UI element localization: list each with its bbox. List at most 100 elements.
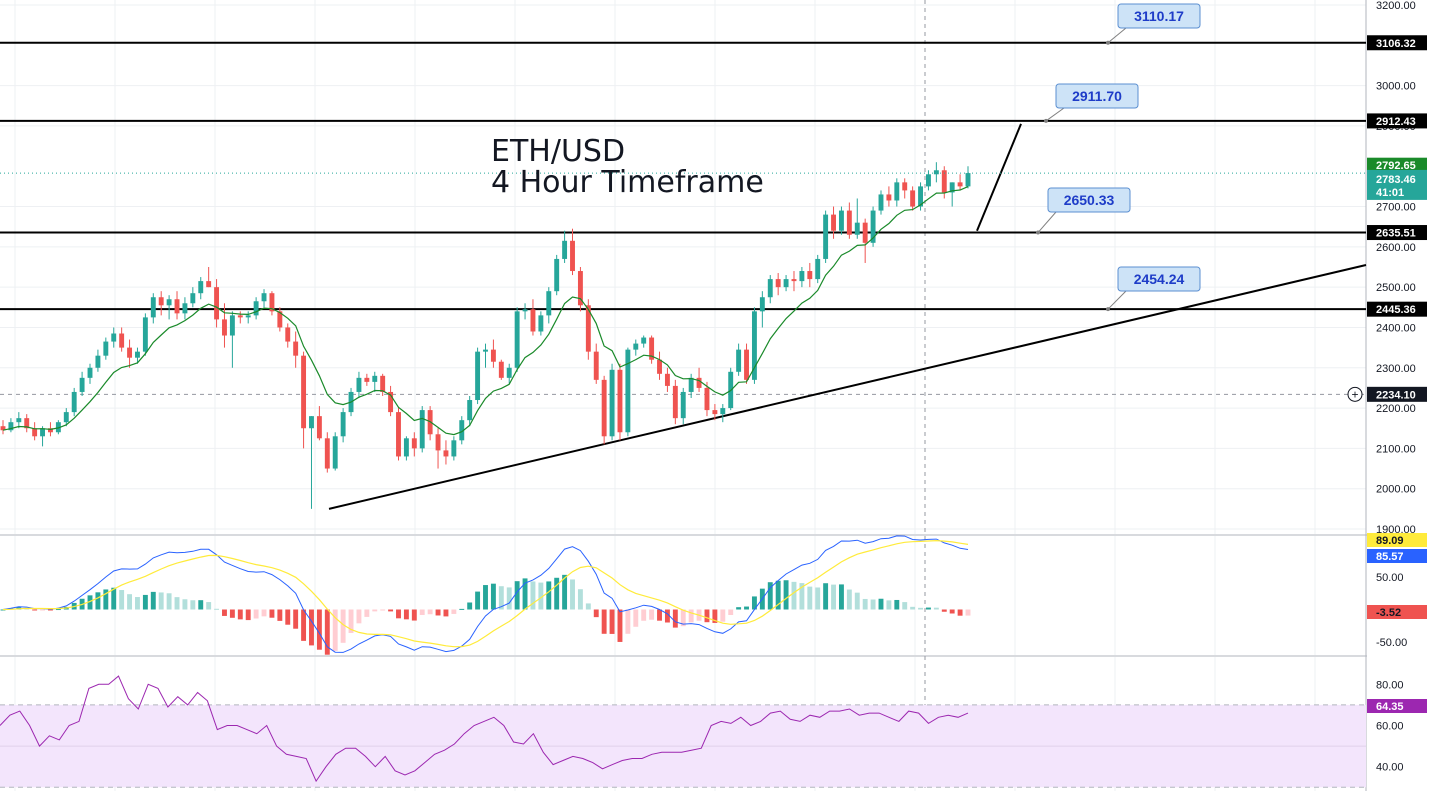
price-axis: 3200.003000.002900.002700.002600.002500.… bbox=[1347, 0, 1429, 791]
candle-body bbox=[933, 170, 939, 175]
callout-box bbox=[1055, 83, 1139, 109]
level-price-label-bg bbox=[1367, 113, 1427, 129]
candle-body bbox=[459, 420, 465, 441]
histogram-bar bbox=[577, 589, 583, 610]
candle-body bbox=[48, 428, 53, 433]
stoch-value-label: 89.09 bbox=[1376, 535, 1404, 547]
histogram-bar bbox=[222, 609, 227, 616]
histogram-bar bbox=[443, 609, 449, 617]
stoch-value-label-bg bbox=[1367, 605, 1427, 619]
candle-body bbox=[846, 210, 852, 235]
candle-body bbox=[641, 337, 647, 344]
histogram-bar bbox=[332, 609, 338, 651]
histogram-bar bbox=[388, 609, 394, 612]
callout-label: 2911.70 bbox=[1072, 88, 1122, 104]
histogram-bar bbox=[601, 609, 607, 634]
histogram-bar bbox=[609, 609, 615, 634]
histogram-bar bbox=[562, 574, 568, 610]
last-price-label: 2783.46 bbox=[1376, 174, 1416, 186]
price-tick: 2700.00 bbox=[1376, 202, 1416, 214]
candle-body bbox=[886, 194, 892, 201]
candle-body bbox=[910, 190, 916, 207]
histogram-bar bbox=[688, 609, 694, 623]
candle-body bbox=[150, 297, 156, 318]
crosshair-price-label-bg bbox=[1367, 386, 1427, 402]
candle-body bbox=[87, 367, 93, 378]
candle-body bbox=[214, 287, 220, 320]
callout-label: 3110.17 bbox=[1134, 8, 1184, 24]
histogram-bar bbox=[253, 609, 259, 619]
candle-body bbox=[380, 375, 386, 392]
histogram-bar bbox=[206, 602, 212, 610]
histogram-bar bbox=[846, 589, 852, 610]
candle-body bbox=[222, 319, 227, 336]
last-price-bg bbox=[1367, 169, 1427, 200]
histogram-bar bbox=[48, 609, 53, 611]
histogram-bar bbox=[870, 599, 876, 610]
candle-body bbox=[815, 258, 821, 280]
callout-anchor bbox=[1106, 40, 1110, 45]
candle-body bbox=[712, 410, 718, 415]
signal-line bbox=[2, 539, 969, 648]
histogram-bar bbox=[459, 608, 465, 610]
candle-body bbox=[190, 293, 196, 304]
candle-body bbox=[854, 222, 860, 235]
candle-body bbox=[79, 377, 85, 392]
histogram-bar bbox=[570, 579, 575, 610]
price-tick: 2100.00 bbox=[1376, 443, 1416, 455]
callout-pointer bbox=[1107, 27, 1127, 44]
histogram-bar bbox=[95, 592, 101, 610]
candle-body bbox=[71, 391, 77, 413]
candle-body bbox=[744, 349, 749, 380]
candle-body bbox=[285, 327, 291, 342]
histogram-bar bbox=[372, 609, 378, 612]
callout-label: 2650.33 bbox=[1064, 192, 1115, 208]
histogram-bar bbox=[490, 583, 496, 610]
histogram-bar bbox=[862, 598, 868, 610]
histogram-bar bbox=[641, 609, 647, 621]
ma-line bbox=[2, 186, 969, 436]
histogram-bar bbox=[506, 587, 512, 610]
histogram-bar bbox=[838, 584, 844, 610]
histogram-bar bbox=[229, 609, 235, 618]
histogram-bar bbox=[198, 600, 204, 610]
candle-body bbox=[664, 373, 670, 386]
candle-body bbox=[451, 440, 457, 457]
ascending-trendline bbox=[328, 264, 1367, 510]
candle-body bbox=[593, 351, 599, 380]
callout-label: 2454.24 bbox=[1134, 271, 1185, 287]
rsi-tick: 60.00 bbox=[1376, 721, 1404, 733]
candle-body bbox=[301, 355, 307, 429]
level-price-label: 2912.43 bbox=[1376, 116, 1416, 128]
callout-anchor bbox=[1036, 230, 1040, 235]
histogram-bar bbox=[103, 589, 109, 610]
histogram-bar bbox=[910, 606, 916, 610]
stoch-value-label-bg bbox=[1367, 549, 1427, 563]
candle-body bbox=[902, 182, 908, 191]
callout-box bbox=[1117, 3, 1201, 29]
chart-subtitle: 4 Hour Timeframe bbox=[491, 165, 764, 200]
stoch-tick: 50.00 bbox=[1376, 572, 1404, 584]
candle-body bbox=[562, 240, 568, 259]
candle-body bbox=[490, 349, 496, 362]
histogram-bar bbox=[309, 609, 314, 646]
histogram-bar bbox=[293, 609, 299, 629]
histogram-bar bbox=[767, 582, 773, 610]
histogram-bar bbox=[680, 609, 686, 627]
candle-body bbox=[316, 416, 322, 439]
candle-body bbox=[142, 317, 148, 352]
candle-body bbox=[324, 438, 330, 469]
level-price-label: 3106.32 bbox=[1376, 38, 1416, 50]
rsi-pane bbox=[0, 675, 1366, 788]
stoch-tick: -50.00 bbox=[1376, 637, 1407, 649]
candle-body bbox=[696, 377, 702, 388]
candle-body bbox=[0, 426, 6, 431]
candle-body bbox=[356, 377, 362, 392]
histogram-bar bbox=[419, 609, 425, 615]
histogram-bar bbox=[617, 609, 623, 642]
rsi-tick: 40.00 bbox=[1376, 762, 1404, 774]
candle-body bbox=[870, 210, 876, 243]
candle-body bbox=[411, 438, 417, 449]
